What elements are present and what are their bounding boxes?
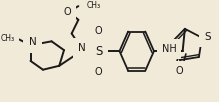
Text: O: O [176,66,184,76]
Text: S: S [204,32,211,42]
Text: CH₃: CH₃ [87,1,101,10]
Text: O: O [95,26,102,36]
Text: O: O [95,67,102,77]
Text: N: N [28,37,36,47]
Text: CH₃: CH₃ [1,34,15,43]
Text: S: S [95,45,102,58]
Text: O: O [63,7,71,17]
Text: N: N [78,43,86,53]
Text: NH: NH [162,44,177,54]
